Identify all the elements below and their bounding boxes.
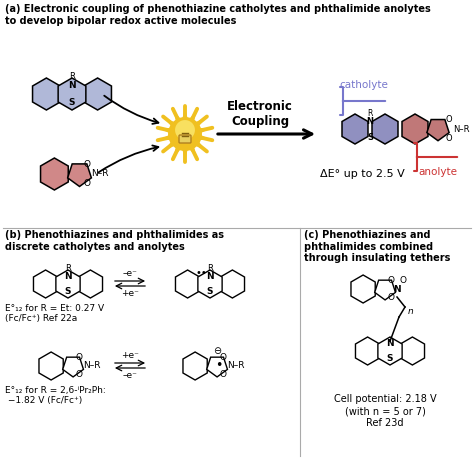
- Polygon shape: [400, 337, 425, 365]
- Text: S: S: [69, 98, 75, 107]
- Text: –e⁻: –e⁻: [123, 269, 137, 278]
- Text: O: O: [388, 293, 395, 302]
- Polygon shape: [41, 158, 68, 190]
- Polygon shape: [220, 270, 245, 298]
- Text: E°₁₂ for R = Et: 0.27 V
(Fc/Fc⁺) Ref 22a: E°₁₂ for R = Et: 0.27 V (Fc/Fc⁺) Ref 22a: [5, 304, 104, 324]
- Polygon shape: [58, 78, 86, 110]
- Text: •: •: [215, 359, 223, 373]
- Text: N: N: [206, 272, 214, 281]
- Text: O: O: [220, 353, 227, 362]
- Text: O: O: [446, 134, 453, 143]
- Text: ΔE° up to 2.5 V: ΔE° up to 2.5 V: [320, 169, 405, 179]
- Text: catholyte: catholyte: [339, 80, 388, 90]
- Polygon shape: [207, 357, 228, 377]
- Polygon shape: [34, 270, 58, 298]
- Text: O: O: [76, 370, 83, 379]
- Polygon shape: [372, 114, 398, 144]
- Text: Electronic
Coupling: Electronic Coupling: [227, 100, 293, 128]
- Polygon shape: [68, 164, 91, 186]
- Text: +e⁻: +e⁻: [121, 289, 139, 298]
- Text: O: O: [388, 276, 395, 285]
- Text: O: O: [83, 160, 90, 168]
- Text: R: R: [65, 264, 71, 273]
- Text: N–R: N–R: [83, 362, 101, 370]
- Polygon shape: [84, 78, 111, 110]
- Text: N–R: N–R: [453, 124, 470, 134]
- Text: (c) Phenothiazines and
phthalimides combined
through insulating tethers: (c) Phenothiazines and phthalimides comb…: [304, 230, 450, 263]
- Text: S: S: [65, 287, 71, 296]
- Text: O: O: [446, 115, 453, 124]
- Text: n: n: [408, 307, 414, 315]
- Polygon shape: [356, 337, 380, 365]
- Text: Cell potential: 2.18 V
(with n = 5 or 7)
Ref 23d: Cell potential: 2.18 V (with n = 5 or 7)…: [334, 394, 436, 428]
- Text: (a) Electronic coupling of phenothiazine catholytes and phthalimide anolytes
to : (a) Electronic coupling of phenothiazine…: [5, 4, 431, 26]
- Text: E°₁₂ for R = 2,6-ⁱPr₂Ph:
 −1.82 V (Fc/Fc⁺): E°₁₂ for R = 2,6-ⁱPr₂Ph: −1.82 V (Fc/Fc⁺…: [5, 386, 106, 405]
- Polygon shape: [183, 352, 207, 380]
- Text: N–R: N–R: [91, 169, 109, 179]
- Polygon shape: [33, 78, 60, 110]
- Polygon shape: [351, 275, 375, 303]
- Text: N: N: [386, 339, 394, 348]
- Polygon shape: [198, 270, 222, 298]
- Circle shape: [174, 119, 196, 141]
- Text: O: O: [83, 179, 90, 189]
- Polygon shape: [427, 119, 449, 141]
- FancyBboxPatch shape: [179, 135, 191, 143]
- Text: S: S: [387, 354, 393, 363]
- Polygon shape: [374, 280, 395, 300]
- Text: –e⁻: –e⁻: [123, 371, 137, 380]
- Polygon shape: [378, 337, 402, 365]
- Text: N–R: N–R: [228, 362, 245, 370]
- Polygon shape: [160, 108, 210, 160]
- Text: O: O: [400, 276, 407, 285]
- Text: S: S: [367, 133, 373, 142]
- Polygon shape: [342, 114, 368, 144]
- Polygon shape: [56, 270, 80, 298]
- Polygon shape: [39, 352, 63, 380]
- Text: O: O: [76, 353, 83, 362]
- Polygon shape: [175, 270, 200, 298]
- Text: R: R: [207, 264, 213, 273]
- Text: O: O: [220, 370, 227, 379]
- Text: S: S: [207, 287, 213, 296]
- Text: (b) Phenothiazines and phthalimides as
discrete catholytes and anolytes: (b) Phenothiazines and phthalimides as d…: [5, 230, 224, 252]
- Text: N: N: [366, 117, 374, 126]
- Text: N: N: [64, 272, 72, 281]
- Text: anolyte: anolyte: [419, 167, 457, 177]
- Text: ⊖: ⊖: [213, 346, 221, 356]
- Polygon shape: [78, 270, 102, 298]
- Text: R: R: [69, 72, 75, 81]
- Text: N: N: [393, 285, 401, 293]
- Polygon shape: [63, 357, 83, 377]
- Text: R: R: [367, 109, 373, 118]
- Text: +e⁻: +e⁻: [121, 351, 139, 360]
- Text: ••: ••: [196, 268, 208, 278]
- Polygon shape: [402, 114, 428, 144]
- Text: N: N: [68, 81, 76, 90]
